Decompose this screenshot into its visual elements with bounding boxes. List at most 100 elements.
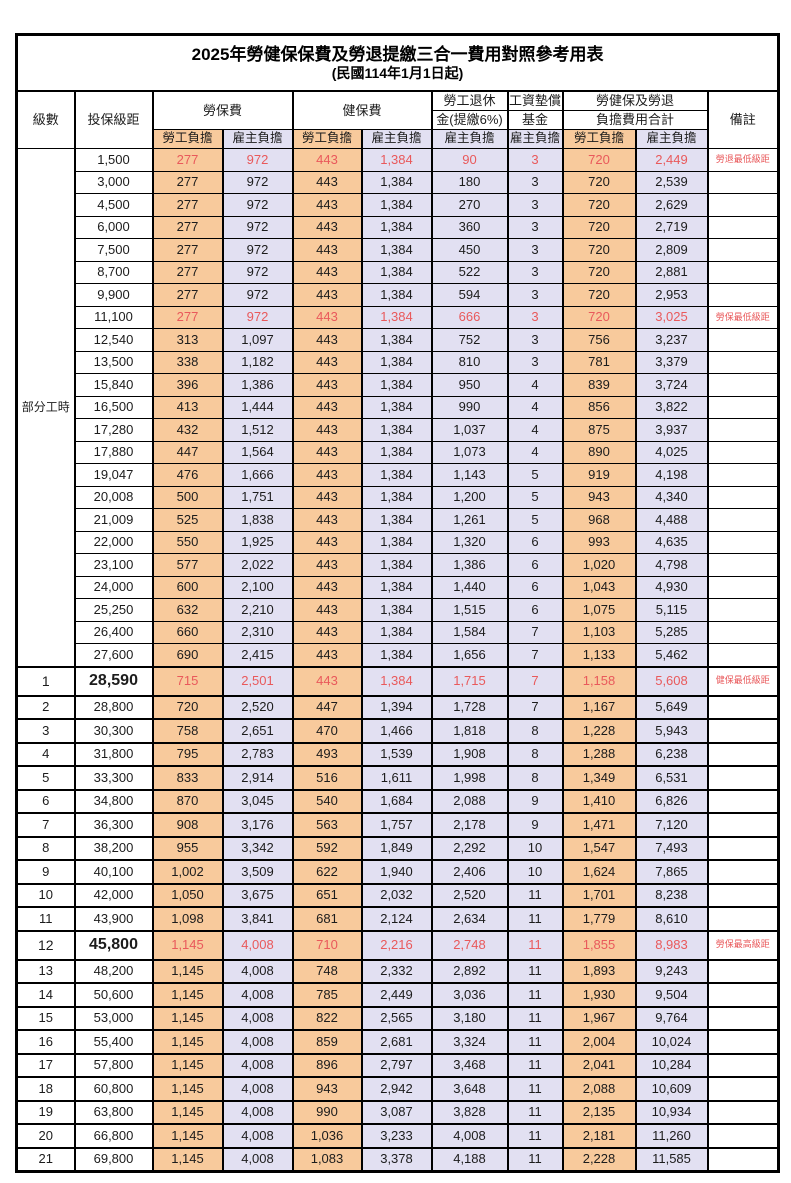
table-row: 9 40,100 1,002 3,509 622 1,940 2,406 10 1,624 7,8… xyxy=(15,859,780,885)
cell-total-employee: 720 xyxy=(561,260,637,284)
cell-labor-employer: 3,176 xyxy=(221,812,294,838)
cell-health-employer: 2,449 xyxy=(360,982,433,1008)
cell-labor-employer: 1,838 xyxy=(221,508,294,532)
cell-health-employer: 3,378 xyxy=(360,1146,433,1173)
group-label-part-time: 部分工時 xyxy=(15,148,76,667)
cell-total-employee: 1,547 xyxy=(561,835,637,861)
cell-health-employee: 859 xyxy=(291,1029,363,1055)
header-row-1: 級數 投保級距 勞保費 健保費 勞工退休 工資墊償 勞健保及勞退 備註 xyxy=(15,90,780,149)
cell-remark xyxy=(706,1029,780,1055)
cell-bracket: 24,000 xyxy=(73,575,154,599)
cell-bracket: 57,800 xyxy=(73,1052,154,1078)
cell-fund-employer: 11 xyxy=(506,929,564,961)
cell-level: 15 xyxy=(15,1005,76,1031)
cell-pension-employer: 180 xyxy=(430,170,509,194)
cell-fund-employer: 11 xyxy=(506,958,564,984)
cell-labor-employee: 758 xyxy=(151,718,224,744)
table-row: 3,000 277 972 443 1,384 180 3 720 2,539 xyxy=(17,170,780,194)
cell-remark xyxy=(706,788,780,814)
cell-health-employee: 443 xyxy=(291,283,363,307)
cell-health-employee: 1,083 xyxy=(291,1146,363,1173)
cell-total-employer: 4,488 xyxy=(634,508,709,532)
cell-health-employer: 1,611 xyxy=(360,765,433,791)
cell-labor-employee: 525 xyxy=(151,508,224,532)
cell-remark xyxy=(706,598,780,622)
cell-remark xyxy=(706,553,780,577)
table-row: 11,100 277 972 443 1,384 666 3 720 3,025 勞保最低級距 xyxy=(17,305,780,329)
cell-total-employee: 1,410 xyxy=(561,788,637,814)
cell-health-employee: 540 xyxy=(291,788,363,814)
cell-health-employer: 1,539 xyxy=(360,741,433,767)
cell-health-employee: 443 xyxy=(291,598,363,622)
cell-labor-employer: 4,008 xyxy=(221,1076,294,1102)
cell-health-employer: 2,332 xyxy=(360,958,433,984)
cell-labor-employer: 4,008 xyxy=(221,1029,294,1055)
cell-total-employer: 5,115 xyxy=(634,598,709,622)
cell-health-employee: 443 xyxy=(291,170,363,194)
cell-remark xyxy=(706,350,780,374)
cell-labor-employer: 972 xyxy=(221,260,294,284)
cell-remark xyxy=(706,463,780,487)
cell-bracket: 12,540 xyxy=(73,328,154,352)
cell-labor-employee: 1,145 xyxy=(151,982,224,1008)
cell-labor-employee: 1,002 xyxy=(151,859,224,885)
cell-health-employee: 443 xyxy=(291,350,363,374)
cell-labor-employer: 972 xyxy=(221,238,294,262)
cell-total-employer: 2,449 xyxy=(634,148,709,172)
cell-remark xyxy=(706,575,780,599)
cell-total-employee: 890 xyxy=(561,440,637,464)
cell-health-employee: 443 xyxy=(291,418,363,442)
cell-remark xyxy=(706,440,780,464)
cell-total-employee: 756 xyxy=(561,328,637,352)
cell-fund-employer: 3 xyxy=(506,193,564,217)
cell-health-employee: 785 xyxy=(291,982,363,1008)
cell-labor-employer: 2,914 xyxy=(221,765,294,791)
cell-labor-employer: 4,008 xyxy=(221,1052,294,1078)
cell-labor-employer: 4,008 xyxy=(221,982,294,1008)
cell-health-employee: 443 xyxy=(291,305,363,329)
cell-labor-employer: 3,841 xyxy=(221,906,294,932)
cell-bracket: 17,280 xyxy=(73,418,154,442)
cell-total-employee: 1,930 xyxy=(561,982,637,1008)
cell-health-employer: 1,684 xyxy=(360,788,433,814)
cell-pension-employer: 1,715 xyxy=(430,665,509,697)
cell-pension-employer: 810 xyxy=(430,350,509,374)
cell-labor-employer: 972 xyxy=(221,305,294,329)
cell-labor-employer: 2,783 xyxy=(221,741,294,767)
cell-pension-employer: 2,406 xyxy=(430,859,509,885)
cell-health-employer: 2,942 xyxy=(360,1076,433,1102)
cell-labor-employer: 3,045 xyxy=(221,788,294,814)
cell-remark xyxy=(706,395,780,419)
cell-level: 12 xyxy=(15,929,76,961)
cell-pension-employer: 1,818 xyxy=(430,718,509,744)
cell-total-employer: 3,237 xyxy=(634,328,709,352)
cell-labor-employee: 277 xyxy=(151,170,224,194)
cell-health-employer: 1,384 xyxy=(360,305,433,329)
subheader-health-employee: 勞工負擔 xyxy=(291,129,363,149)
cell-total-employee: 1,075 xyxy=(561,598,637,622)
cell-health-employer: 2,124 xyxy=(360,906,433,932)
cell-health-employee: 990 xyxy=(291,1099,363,1125)
cell-health-employer: 1,384 xyxy=(360,418,433,442)
cell-total-employer: 4,340 xyxy=(634,485,709,509)
cell-total-employer: 7,120 xyxy=(634,812,709,838)
col-header-wage-fund-line2: 基金 xyxy=(506,110,564,130)
cell-bracket: 63,800 xyxy=(73,1099,154,1125)
cell-pension-employer: 1,200 xyxy=(430,485,509,509)
table-row: 17,280 432 1,512 443 1,384 1,037 4 875 3,937 xyxy=(17,418,780,442)
cell-total-employee: 720 xyxy=(561,193,637,217)
cell-pension-employer: 666 xyxy=(430,305,509,329)
subheader-fund-employer: 雇主負擔 xyxy=(506,129,564,149)
cell-labor-employer: 972 xyxy=(221,283,294,307)
cell-health-employee: 443 xyxy=(291,148,363,172)
cell-pension-employer: 3,324 xyxy=(430,1029,509,1055)
cell-remark: 勞保最低級距 xyxy=(706,305,780,329)
col-header-pension-line2: 金(提繳6%) xyxy=(430,110,509,130)
cell-pension-employer: 270 xyxy=(430,193,509,217)
cell-total-employee: 1,779 xyxy=(561,906,637,932)
cell-remark xyxy=(706,530,780,554)
table-row: 4 31,800 795 2,783 493 1,539 1,908 8 1,288 6,238 xyxy=(15,741,780,767)
cell-total-employer: 6,238 xyxy=(634,741,709,767)
table-row: 部分工時 1,500 277 972 443 1,384 90 3 720 2,449 勞退最低級距 xyxy=(15,148,780,667)
